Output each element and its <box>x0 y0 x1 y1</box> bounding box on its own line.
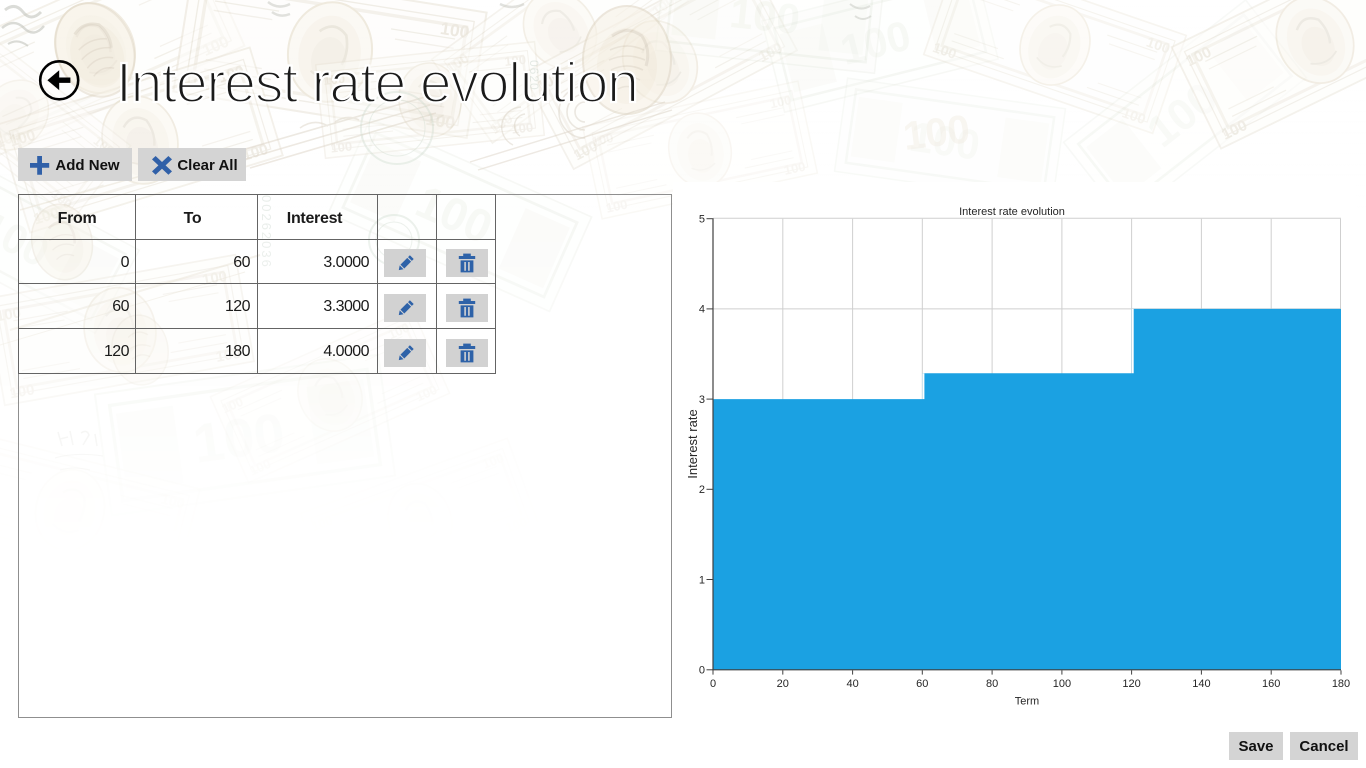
svg-text:0: 0 <box>699 665 705 677</box>
svg-text:4: 4 <box>699 304 705 316</box>
svg-text:1: 1 <box>699 574 705 586</box>
svg-text:20: 20 <box>777 678 789 690</box>
svg-text:Interest rate: Interest rate <box>685 409 700 478</box>
svg-text:60: 60 <box>916 678 928 690</box>
svg-text:80: 80 <box>986 678 998 690</box>
svg-text:160: 160 <box>1262 678 1280 690</box>
svg-text:5: 5 <box>699 214 705 226</box>
svg-text:140: 140 <box>1192 678 1210 690</box>
svg-text:120: 120 <box>1122 678 1140 690</box>
svg-text:180: 180 <box>1332 678 1350 690</box>
svg-text:Interest rate evolution: Interest rate evolution <box>959 206 1065 218</box>
svg-text:Interest rate evolution: Interest rate evolution <box>116 51 638 115</box>
svg-text:Term: Term <box>1015 696 1039 708</box>
svg-text:0: 0 <box>710 678 716 690</box>
svg-text:100: 100 <box>1053 678 1071 690</box>
svg-text:40: 40 <box>846 678 858 690</box>
svg-text:2: 2 <box>699 484 705 496</box>
svg-text:3: 3 <box>699 394 705 406</box>
